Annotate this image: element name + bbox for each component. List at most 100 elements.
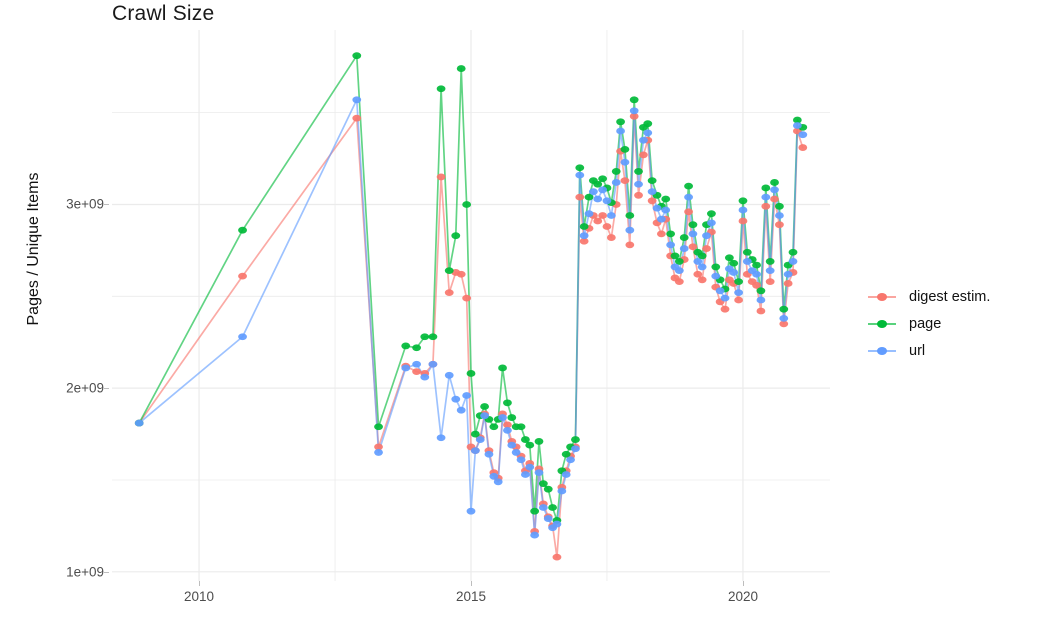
data-point[interactable]	[765, 278, 775, 286]
data-point[interactable]	[352, 52, 362, 60]
data-point[interactable]	[238, 272, 247, 280]
data-point[interactable]	[489, 423, 499, 431]
data-point[interactable]	[742, 248, 752, 256]
data-point[interactable]	[738, 217, 748, 225]
data-point[interactable]	[602, 223, 612, 230]
data-point[interactable]	[620, 145, 630, 153]
data-point[interactable]	[616, 118, 625, 126]
data-point[interactable]	[593, 180, 603, 188]
data-point[interactable]	[670, 252, 680, 260]
data-point[interactable]	[475, 436, 485, 443]
data-point[interactable]	[697, 263, 707, 271]
data-point[interactable]	[444, 267, 454, 274]
data-point[interactable]	[752, 261, 761, 269]
legend-item[interactable]: page	[868, 310, 1048, 337]
data-point[interactable]	[674, 278, 684, 286]
data-point[interactable]	[428, 333, 438, 341]
data-point[interactable]	[720, 294, 730, 302]
data-point[interactable]	[639, 151, 648, 159]
data-point[interactable]	[520, 436, 530, 443]
data-point[interactable]	[374, 443, 383, 451]
data-point[interactable]	[616, 127, 625, 135]
data-point[interactable]	[666, 230, 676, 238]
data-point[interactable]	[571, 445, 580, 453]
data-point[interactable]	[792, 122, 802, 129]
data-point[interactable]	[639, 136, 648, 144]
data-point[interactable]	[707, 219, 716, 227]
data-point[interactable]	[598, 186, 608, 194]
data-point[interactable]	[538, 504, 548, 511]
data-point[interactable]	[629, 112, 639, 120]
data-point[interactable]	[729, 269, 739, 276]
data-point[interactable]	[444, 371, 454, 379]
data-point[interactable]	[647, 188, 657, 196]
data-point[interactable]	[634, 191, 643, 199]
data-point[interactable]	[688, 221, 698, 229]
data-point[interactable]	[629, 96, 639, 104]
data-point[interactable]	[534, 438, 544, 445]
data-point[interactable]	[693, 258, 703, 265]
data-point[interactable]	[711, 263, 721, 271]
data-point[interactable]	[661, 195, 671, 203]
data-point[interactable]	[575, 171, 585, 179]
data-point[interactable]	[493, 478, 503, 486]
data-point[interactable]	[534, 469, 544, 477]
data-point[interactable]	[412, 368, 422, 376]
data-point[interactable]	[643, 120, 653, 128]
data-point[interactable]	[566, 456, 575, 464]
data-point[interactable]	[579, 232, 589, 240]
data-point[interactable]	[752, 281, 761, 289]
data-point[interactable]	[729, 259, 739, 267]
data-point[interactable]	[516, 456, 526, 464]
data-point[interactable]	[456, 65, 466, 72]
data-point[interactable]	[684, 182, 693, 190]
data-point[interactable]	[611, 168, 621, 175]
data-point[interactable]	[420, 333, 430, 341]
data-point[interactable]	[456, 270, 466, 278]
data-point[interactable]	[756, 296, 766, 304]
data-point[interactable]	[765, 258, 775, 265]
data-point[interactable]	[571, 436, 580, 443]
data-point[interactable]	[620, 177, 630, 185]
data-point[interactable]	[711, 272, 721, 280]
data-point[interactable]	[511, 449, 521, 456]
legend-item[interactable]: url	[868, 337, 1048, 364]
data-point[interactable]	[507, 414, 517, 421]
data-point[interactable]	[575, 193, 585, 201]
data-point[interactable]	[412, 344, 422, 352]
data-point[interactable]	[625, 212, 635, 219]
data-point[interactable]	[456, 406, 466, 414]
data-point[interactable]	[734, 278, 744, 286]
data-point[interactable]	[552, 520, 562, 528]
data-point[interactable]	[575, 164, 585, 172]
data-point[interactable]	[552, 553, 562, 561]
data-point[interactable]	[503, 426, 512, 434]
data-point[interactable]	[530, 531, 540, 539]
data-point[interactable]	[584, 193, 594, 201]
data-point[interactable]	[679, 245, 689, 252]
data-point[interactable]	[656, 230, 666, 238]
data-point[interactable]	[775, 212, 784, 219]
data-point[interactable]	[374, 423, 383, 431]
data-point[interactable]	[401, 342, 411, 350]
data-point[interactable]	[238, 333, 247, 341]
data-point[interactable]	[620, 158, 630, 166]
data-point[interactable]	[702, 232, 711, 240]
data-point[interactable]	[761, 202, 771, 210]
data-point[interactable]	[798, 131, 808, 139]
data-point[interactable]	[606, 212, 616, 219]
data-point[interactable]	[420, 373, 430, 381]
data-point[interactable]	[238, 226, 247, 234]
data-point[interactable]	[444, 289, 454, 297]
data-point[interactable]	[647, 197, 657, 205]
data-point[interactable]	[770, 186, 779, 194]
data-point[interactable]	[428, 360, 438, 368]
data-point[interactable]	[588, 188, 598, 196]
data-point[interactable]	[783, 270, 793, 278]
data-point[interactable]	[480, 412, 489, 420]
data-point[interactable]	[466, 370, 476, 377]
data-point[interactable]	[634, 168, 643, 175]
data-point[interactable]	[602, 197, 612, 205]
data-point[interactable]	[543, 485, 553, 493]
data-point[interactable]	[634, 180, 643, 188]
